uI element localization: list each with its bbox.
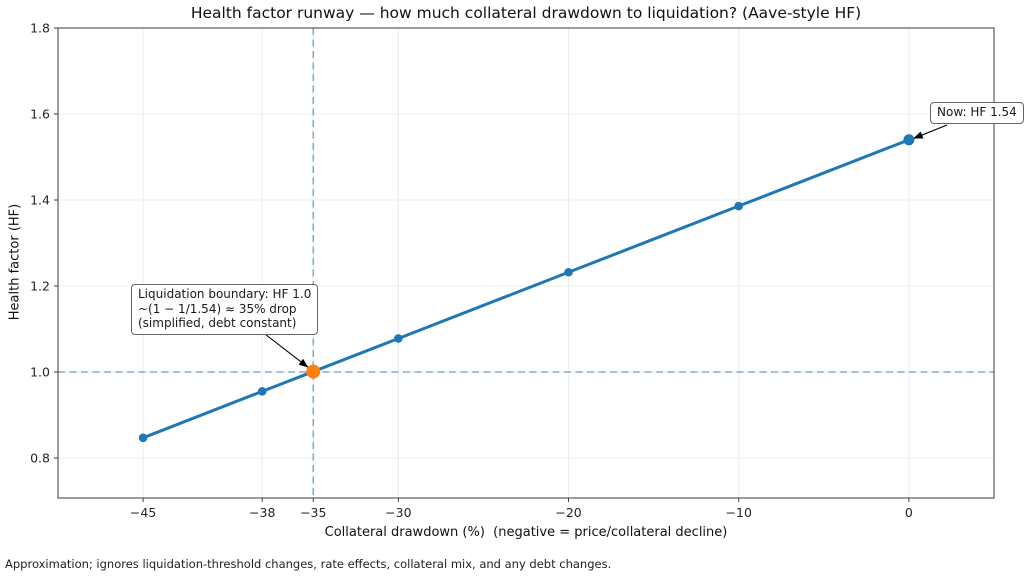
y-tick-label: 1.2 <box>30 279 50 294</box>
data-point-marker <box>734 201 744 211</box>
data-point-marker <box>394 334 403 343</box>
y-tick-label: 1.4 <box>30 193 50 208</box>
x-tick-label: −45 <box>130 505 156 520</box>
data-point-marker <box>138 433 148 443</box>
now-annotation-arrow <box>913 124 948 139</box>
data-point-marker <box>564 267 573 277</box>
x-tick-label: −38 <box>249 505 275 520</box>
x-axis-label: Collateral drawdown (%) (negative = pric… <box>324 525 728 540</box>
y-tick-label: 1.8 <box>30 21 50 36</box>
x-tick-label: 0 <box>905 505 913 520</box>
y-tick-label: 1.0 <box>30 365 50 380</box>
axes-spines <box>57 27 995 499</box>
approximation-footnote: Approximation; ignores liquidation-thres… <box>5 557 612 571</box>
y-axis-label: Health factor (HF) <box>7 203 23 321</box>
x-tick-label: −10 <box>726 505 752 520</box>
x-tick-label: −20 <box>555 505 581 520</box>
x-tick-label: −30 <box>385 505 411 520</box>
data-point-marker <box>903 134 915 146</box>
data-point-marker <box>257 387 267 396</box>
y-tick-label: 0.8 <box>30 451 50 466</box>
x-tick-label: −35 <box>300 505 326 520</box>
liquidation-point-marker <box>306 364 321 379</box>
chart-title: Health factor runway — how much collater… <box>190 4 862 22</box>
liquidation-boundary-annotation: Liquidation boundary: HF 1.0 ~(1 − 1/1.5… <box>131 284 319 335</box>
liquidation-annotation-arrow <box>260 330 309 368</box>
now-hf-annotation: Now: HF 1.54 <box>930 102 1024 124</box>
y-tick-label: 1.6 <box>30 107 50 122</box>
